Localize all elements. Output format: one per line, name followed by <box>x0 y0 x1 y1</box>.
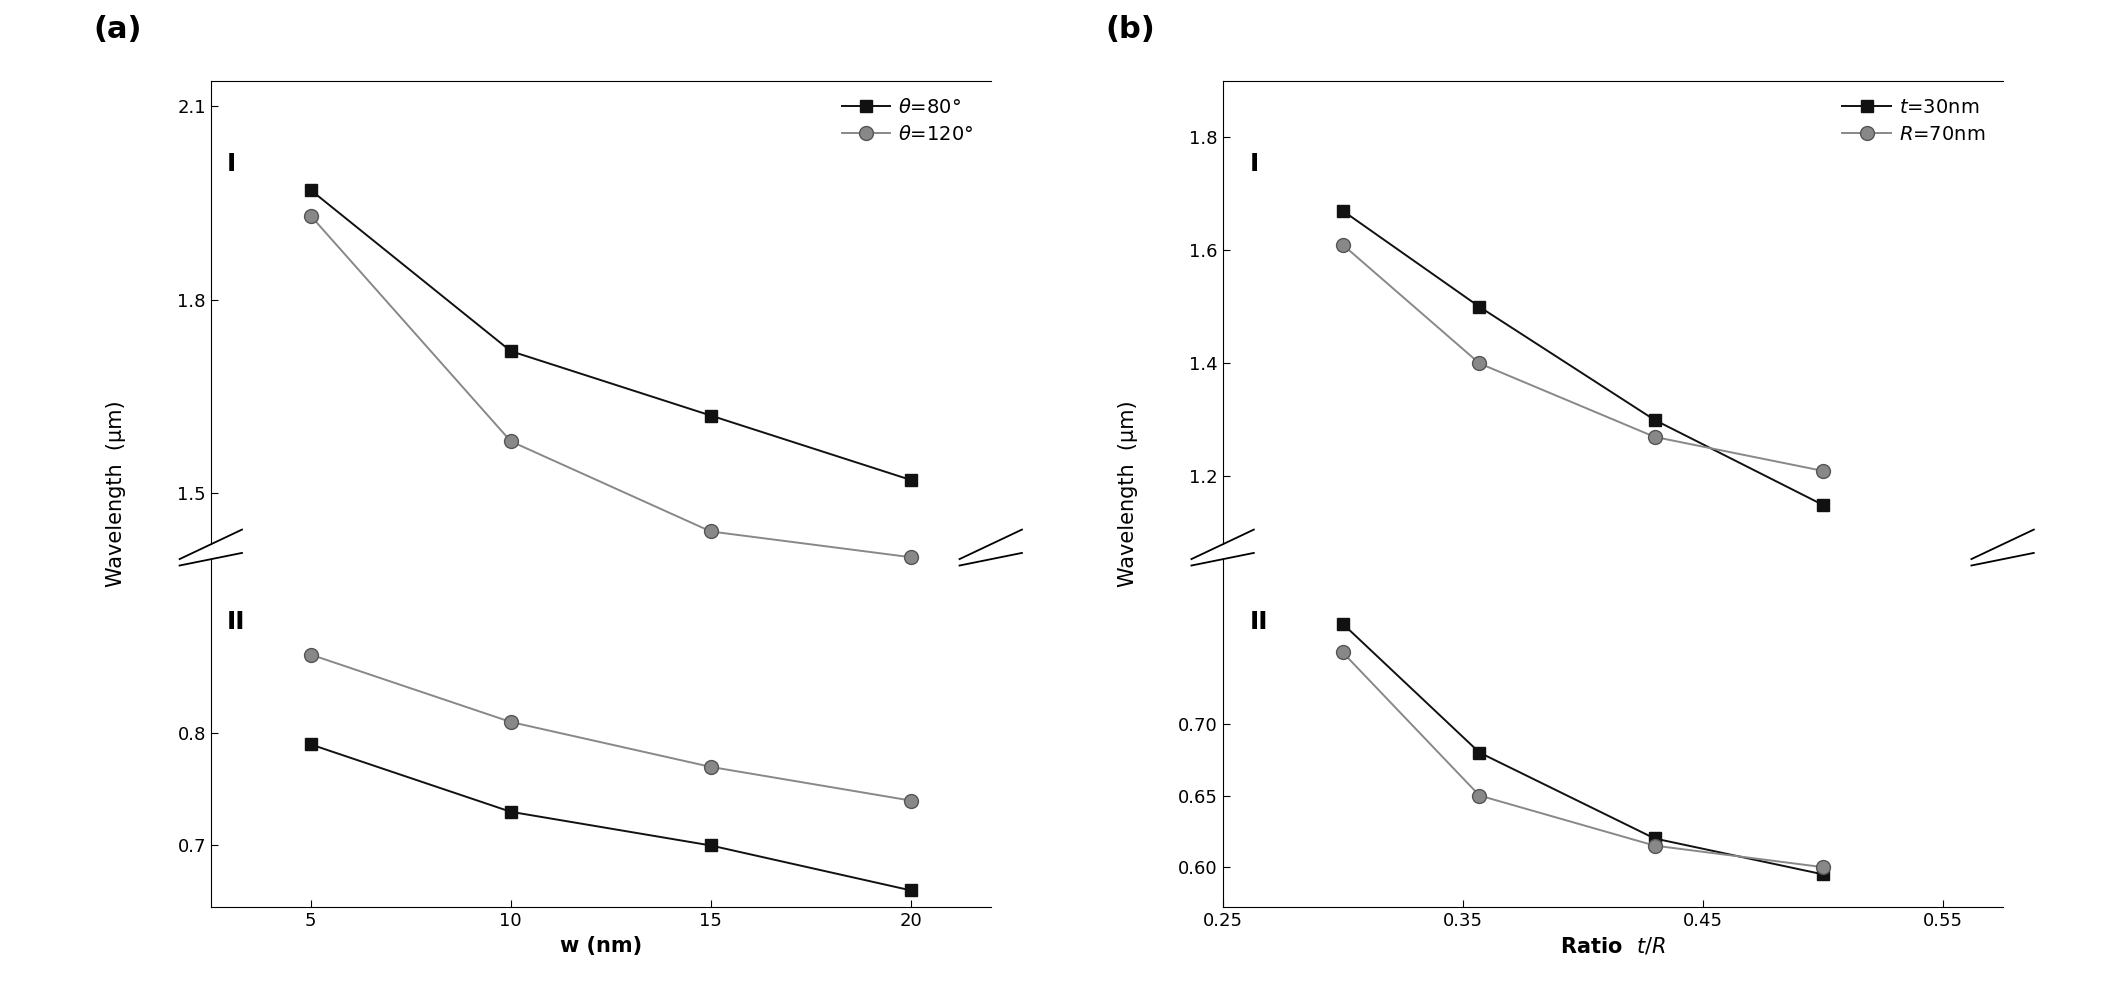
Text: II: II <box>1250 610 1269 634</box>
Text: Wavelength  (μm): Wavelength (μm) <box>105 400 126 588</box>
Legend: $t$=30nm, $R$=70nm: $t$=30nm, $R$=70nm <box>1834 91 1992 151</box>
X-axis label: w (nm): w (nm) <box>561 935 641 956</box>
Text: II: II <box>226 610 245 634</box>
Text: Wavelength  (μm): Wavelength (μm) <box>1117 400 1138 588</box>
Legend: $\theta$=80°, $\theta$=120°: $\theta$=80°, $\theta$=120° <box>835 91 980 151</box>
X-axis label: Ratio  $t/R$: Ratio $t/R$ <box>1560 935 1665 957</box>
Text: (b): (b) <box>1105 14 1155 43</box>
Text: I: I <box>1250 152 1258 176</box>
Text: (a): (a) <box>95 14 143 43</box>
Text: I: I <box>226 152 236 176</box>
